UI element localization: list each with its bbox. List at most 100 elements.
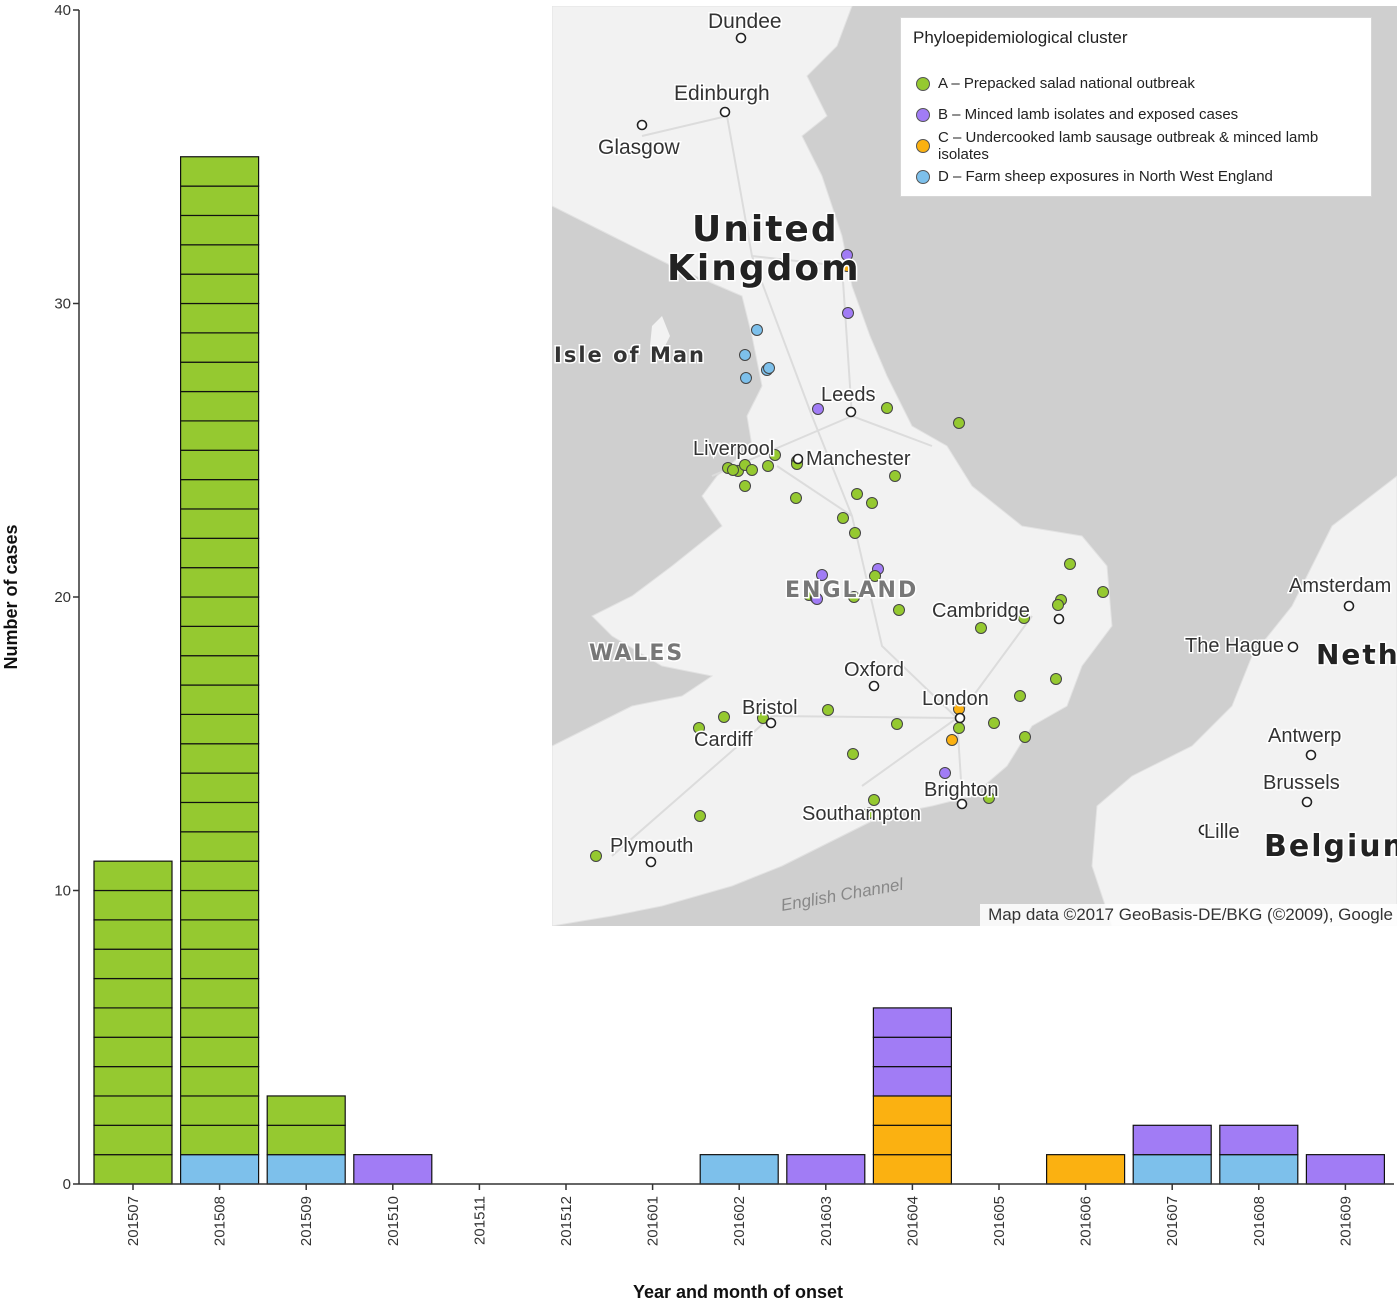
case-point [881, 402, 893, 414]
bar-segment [266, 1154, 346, 1185]
map-attribution[interactable]: Map data ©2017 GeoBasis-DE/BKG (©2009), … [980, 904, 1397, 926]
city-marker [1305, 749, 1317, 761]
place-markers [636, 32, 1355, 868]
case-point [790, 492, 802, 504]
bar-segment [266, 1095, 346, 1126]
y-tick-label: 0 [63, 1176, 71, 1193]
x-tick-label: 201507 [125, 1196, 142, 1246]
case-point [1052, 599, 1064, 611]
case-point [763, 362, 775, 374]
bar-segment [93, 889, 173, 921]
bar-segment [872, 1124, 953, 1156]
case-point [953, 722, 965, 734]
city-marker [868, 680, 880, 692]
case-point [847, 748, 859, 760]
place-label: Amsterdam [1289, 575, 1391, 597]
case-point [1018, 612, 1030, 624]
city-marker [956, 798, 968, 810]
y-axis-title: Number of cases [1, 524, 21, 669]
x-tick-label: 201605 [991, 1196, 1008, 1246]
x-tick-label: 201602 [731, 1196, 748, 1246]
bar-segment [180, 332, 260, 363]
map-legend: Phyloepidemiological cluster A – Prepack… [900, 17, 1372, 197]
case-point [975, 622, 987, 634]
case-point [1064, 558, 1076, 570]
case-point [822, 704, 834, 716]
bar-segment [180, 1154, 260, 1185]
y-axis: 0 10 20 30 40 [54, 2, 80, 1193]
legend-item-c: C – Undercooked lamb sausage outbreak & … [913, 129, 1359, 163]
city-marker [645, 856, 657, 868]
legend-item-d: D – Farm sheep exposures in North West E… [913, 161, 1359, 192]
bar-segment [180, 185, 260, 217]
x-tick-label: 201604 [904, 1196, 921, 1246]
place-label: Manchester [806, 448, 911, 470]
bar-segment [180, 420, 260, 451]
bar-segment [93, 1124, 173, 1156]
bar-segment [180, 625, 260, 657]
case-point [889, 470, 901, 482]
bar-segment [93, 948, 173, 980]
case-point [848, 591, 860, 603]
x-tick-label: 201603 [818, 1196, 835, 1246]
place-label: Cambridge [932, 600, 1030, 622]
city-marker [792, 453, 804, 465]
case-points [590, 249, 1109, 862]
bar-segment [180, 655, 260, 686]
legend-dot-a-icon [916, 76, 930, 91]
map-graphic: Dundee Edinburgh Glasgow Leeds Liverpool Manc… [552, 6, 1397, 926]
place-label: Cardiff [694, 729, 753, 751]
case-point [866, 497, 878, 509]
bar-segment [180, 713, 260, 745]
case-point [693, 722, 705, 734]
bar-segment [180, 361, 260, 393]
city-marker [719, 106, 731, 118]
x-tick-label: 201608 [1251, 1196, 1268, 1246]
case-point [1097, 586, 1109, 598]
case-point [694, 810, 706, 822]
bar-segment [180, 831, 260, 862]
legend-label-d: D – Farm sheep exposures in North West E… [938, 168, 1273, 185]
y-tick-label: 20 [54, 589, 71, 606]
bar-segment [180, 302, 260, 334]
place-label: Liverpool [693, 438, 774, 460]
x-tick-label: 201607 [1164, 1196, 1181, 1246]
country-label: ENGLAND [785, 578, 918, 603]
road-lines [611, 114, 1033, 857]
bar-segment [93, 1065, 173, 1097]
case-point [812, 403, 824, 415]
case-point [868, 794, 880, 806]
case-point [1050, 673, 1062, 685]
bar-segment [180, 860, 260, 892]
case-point [739, 480, 751, 492]
bar-stacks [93, 156, 1386, 1185]
case-point [816, 569, 828, 581]
legend-label-a: A – Prepacked salad national outbreak [938, 75, 1195, 92]
x-tick-label: 201510 [385, 1196, 402, 1246]
case-point [751, 324, 763, 336]
isle-of-man [650, 316, 670, 356]
bar-segment [180, 508, 260, 539]
bar-segment [180, 1007, 260, 1038]
bar-segment [1219, 1154, 1299, 1185]
city-marker [1287, 641, 1299, 653]
place-label: Bristol [742, 697, 798, 719]
place-label: Brighton [924, 779, 999, 801]
x-tick-label: 201512 [558, 1196, 575, 1246]
case-point [746, 464, 758, 476]
case-point [811, 593, 823, 605]
case-point [762, 460, 774, 472]
case-point [757, 712, 769, 724]
case-point [869, 570, 881, 582]
case-point [1014, 690, 1026, 702]
bar-segment [93, 1036, 173, 1068]
place-label: Glasgow [598, 136, 681, 159]
bar-segment [180, 390, 260, 422]
place-label: Edinburgh [674, 82, 770, 105]
city-marker [1343, 600, 1355, 612]
city-marker [845, 406, 857, 418]
x-tick-label: 201601 [645, 1196, 662, 1246]
x-tick-label: 201606 [1078, 1196, 1095, 1246]
country-label: Belgium [1264, 829, 1397, 864]
